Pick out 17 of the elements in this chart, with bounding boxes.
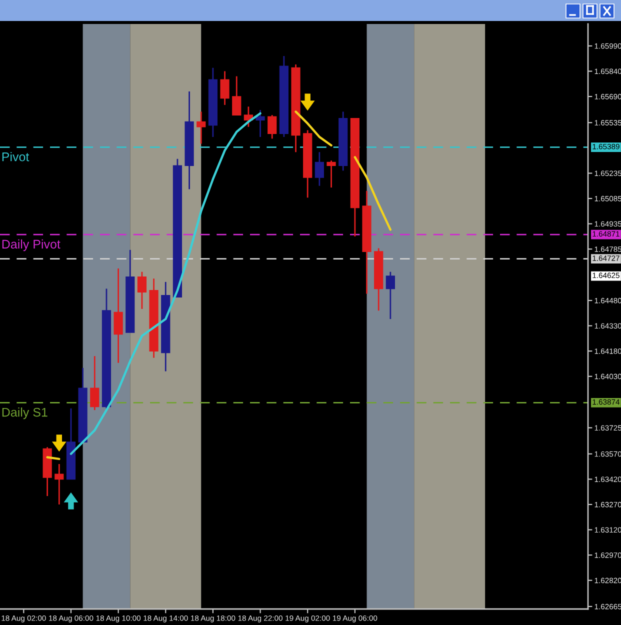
candlestick	[268, 114, 277, 140]
annotation: Daily S1	[2, 408, 48, 420]
annotation: Pivot	[2, 152, 30, 162]
candlestick	[196, 110, 206, 144]
candlestick	[256, 109, 265, 138]
candlestick	[314, 151, 324, 187]
candlestick	[220, 70, 230, 106]
candlestick	[326, 160, 336, 188]
line-series	[354, 156, 392, 231]
annotation: Daily Pivot	[2, 239, 60, 252]
candlestick	[137, 271, 147, 310]
candlestick	[386, 271, 395, 320]
candlestick	[90, 355, 100, 411]
candlestick	[114, 268, 123, 364]
line-series	[294, 110, 332, 146]
candlestick	[232, 76, 242, 116]
candlestick	[54, 463, 64, 506]
